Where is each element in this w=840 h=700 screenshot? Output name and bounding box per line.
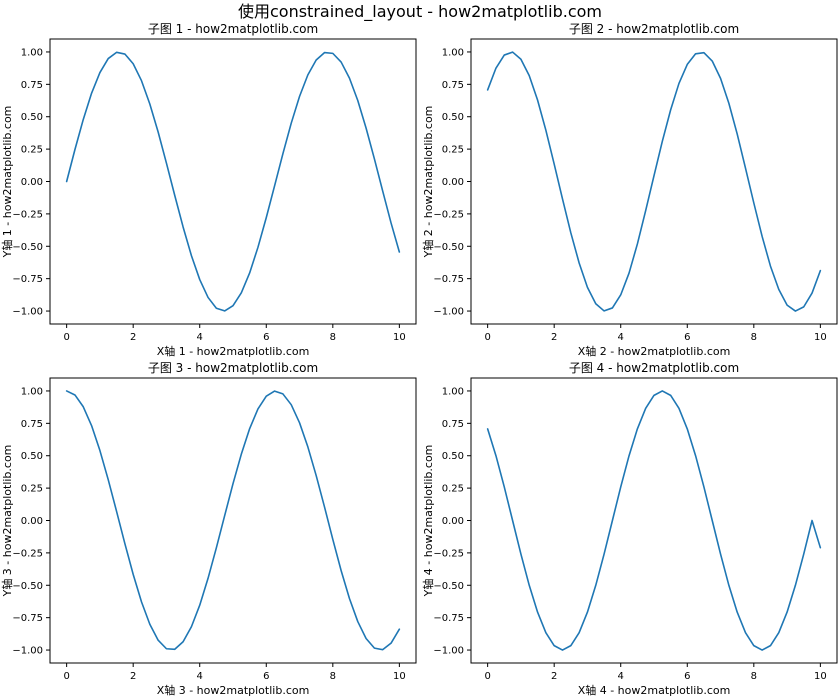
subplot-grid: 子图 1 - how2matplotlib.com 0 2 4 6 8 10 −1.00 −0.… (0, 22, 838, 697)
x-tick-label: 8 (751, 332, 757, 343)
y-tick-label: −0.25 (12, 209, 43, 220)
y-tick-label: 0.00 (21, 516, 43, 527)
y-tick-label: 1.00 (21, 386, 43, 397)
axes-frame (470, 38, 838, 325)
x-tick-label: 0 (63, 332, 69, 343)
y-tick-label: −0.50 (12, 581, 43, 592)
x-tick-label: 4 (618, 332, 624, 343)
y-tick-label: 0.75 (21, 80, 43, 91)
y-tick-label: 0.25 (21, 484, 43, 495)
subplot-2: 子图 2 - how2matplotlib.com 0 2 4 6 8 10 −1.00 −0.… (421, 22, 838, 358)
x-tick-label: 10 (393, 332, 406, 343)
y-axis-label: Y轴 1 - how2matplotlib.com (0, 106, 14, 259)
y-tick-label: 1.00 (442, 47, 464, 58)
subplot-title: 子图 2 - how2matplotlib.com (569, 22, 739, 36)
subplot-4: 子图 4 - how2matplotlib.com 0 2 4 6 8 10 −1.00 −0.… (421, 361, 838, 697)
x-axis-label: X轴 2 - how2matplotlib.com (578, 344, 731, 358)
y-tick-label: 0.75 (442, 419, 464, 430)
x-tick-label: 10 (814, 671, 827, 682)
y-tick-label: −0.50 (433, 242, 464, 253)
y-tick-label: −0.75 (12, 274, 43, 285)
y-axis-label: Y轴 2 - how2matplotlib.com (421, 106, 435, 259)
series-line-1 (65, 390, 401, 651)
x-tick-label: 6 (684, 671, 690, 682)
y-tick-label: 0.00 (21, 177, 43, 188)
y-tick-label: 1.00 (442, 386, 464, 397)
subplot-1: 子图 1 - how2matplotlib.com 0 2 4 6 8 10 −1.00 −0.… (0, 22, 417, 358)
y-tick-label: −0.25 (12, 548, 43, 559)
axes-frame (49, 377, 417, 664)
y-tick-label: −1.00 (12, 646, 43, 657)
x-tick-label: 2 (130, 671, 136, 682)
subplot-title: 子图 1 - how2matplotlib.com (148, 22, 318, 36)
x-axis-label: X轴 1 - how2matplotlib.com (157, 344, 310, 358)
y-tick-label: 0.75 (442, 80, 464, 91)
y-tick-label: −0.25 (433, 209, 464, 220)
figure-suptitle: 使用constrained_layout - how2matplotlib.co… (238, 2, 602, 22)
x-tick-label: 8 (751, 671, 757, 682)
y-tick-label: −1.00 (433, 307, 464, 318)
x-tick-label: 4 (197, 671, 203, 682)
x-axis-label: X轴 4 - how2matplotlib.com (578, 683, 731, 697)
y-tick-label: 0.00 (442, 516, 464, 527)
x-tick-label: 10 (393, 671, 406, 682)
y-axis-label: Y轴 4 - how2matplotlib.com (421, 445, 435, 598)
y-tick-label: 0.75 (21, 419, 43, 430)
y-tick-label: −0.50 (12, 242, 43, 253)
y-tick-label: 0.50 (442, 451, 464, 462)
series-line-1 (486, 51, 822, 312)
x-tick-label: 0 (484, 332, 490, 343)
y-tick-label: 0.25 (442, 484, 464, 495)
x-tick-label: 10 (814, 332, 827, 343)
x-tick-label: 2 (551, 332, 557, 343)
x-axis-label: X轴 3 - how2matplotlib.com (157, 683, 310, 697)
x-tick-label: 6 (263, 671, 269, 682)
x-tick-label: 8 (330, 671, 336, 682)
y-axis-label: Y轴 3 - how2matplotlib.com (0, 445, 14, 598)
x-tick-label: 0 (484, 671, 490, 682)
x-tick-label: 2 (551, 671, 557, 682)
y-tick-label: 0.25 (442, 145, 464, 156)
x-tick-label: 8 (330, 332, 336, 343)
subplot-title: 子图 3 - how2matplotlib.com (148, 361, 318, 375)
x-tick-label: 6 (263, 332, 269, 343)
x-tick-label: 4 (618, 671, 624, 682)
y-tick-label: 0.25 (21, 145, 43, 156)
x-tick-label: 0 (63, 671, 69, 682)
y-tick-label: −1.00 (433, 646, 464, 657)
y-tick-label: 0.50 (442, 112, 464, 123)
subplot-3: 子图 3 - how2matplotlib.com 0 2 4 6 8 10 −1.00 −0.… (0, 361, 417, 697)
x-tick-label: 4 (197, 332, 203, 343)
axes-frame (470, 377, 838, 664)
x-tick-label: 6 (684, 332, 690, 343)
y-tick-label: 0.50 (21, 112, 43, 123)
y-tick-label: −0.50 (433, 581, 464, 592)
axes-frame (49, 38, 417, 325)
y-tick-label: −1.00 (12, 307, 43, 318)
y-tick-label: −0.75 (433, 274, 464, 285)
series-line-1 (65, 51, 401, 312)
y-tick-label: −0.75 (12, 613, 43, 624)
y-tick-label: 1.00 (21, 47, 43, 58)
series-line-1 (486, 390, 822, 651)
x-tick-label: 2 (130, 332, 136, 343)
subplot-title: 子图 4 - how2matplotlib.com (569, 361, 739, 375)
y-tick-label: 0.00 (442, 177, 464, 188)
y-tick-label: −0.75 (433, 613, 464, 624)
y-tick-label: 0.50 (21, 451, 43, 462)
y-tick-label: −0.25 (433, 548, 464, 559)
